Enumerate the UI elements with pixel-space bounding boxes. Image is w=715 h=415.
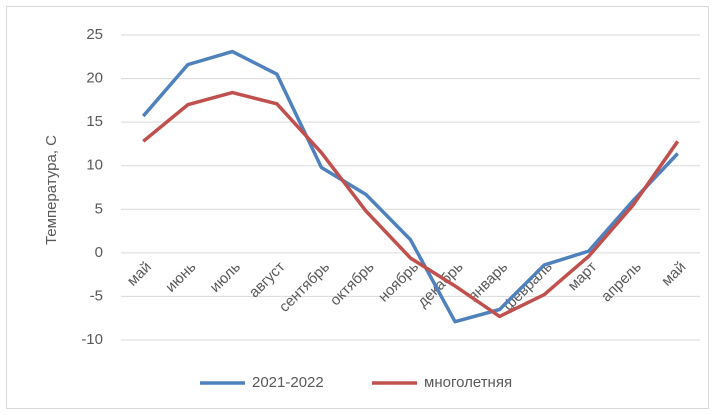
legend-label: 2021-2022 [252, 374, 324, 391]
y-tick-label: 20 [86, 70, 103, 87]
y-axis-label: Температура, С [43, 135, 60, 245]
y-tick-label: -10 [81, 331, 103, 348]
y-tick-label: 0 [95, 244, 103, 261]
y-tick-label: 25 [86, 26, 103, 43]
y-tick-label: 15 [86, 113, 103, 130]
chart-frame [6, 6, 709, 409]
series-line [142, 90, 680, 319]
y-tick-label: -5 [90, 287, 103, 304]
y-tick-label: 5 [95, 200, 103, 217]
legend-label: многолетняя [424, 374, 512, 391]
y-tick-label: 10 [86, 157, 103, 174]
series-line [141, 49, 680, 324]
